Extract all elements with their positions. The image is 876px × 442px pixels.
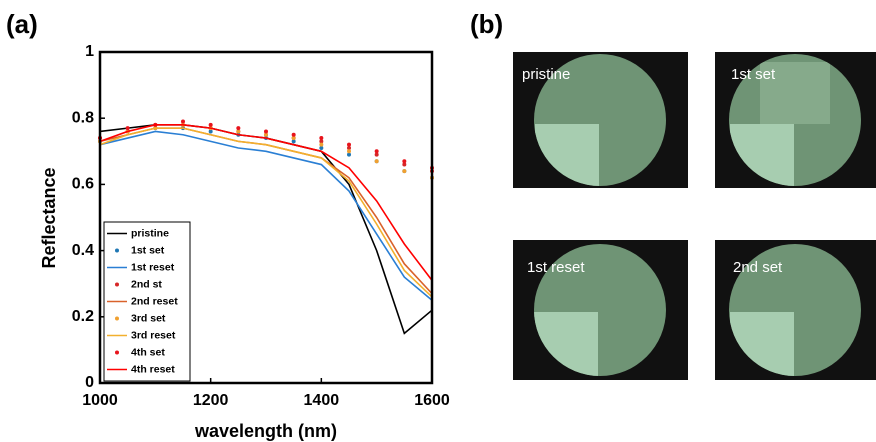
data-point bbox=[208, 122, 213, 127]
panel-label: (a) bbox=[6, 9, 38, 39]
legend-label: 1st set bbox=[131, 244, 165, 256]
x-tick-label: 1400 bbox=[304, 392, 340, 409]
legend-marker bbox=[115, 248, 119, 253]
legend-label: 4th set bbox=[131, 346, 165, 358]
data-point bbox=[374, 149, 379, 154]
y-tick-label: 1 bbox=[85, 43, 94, 60]
image-label: 1st reset bbox=[527, 259, 585, 276]
y-tick-label: 0.6 bbox=[72, 176, 94, 193]
data-point bbox=[291, 136, 296, 141]
legend-label: 3rd reset bbox=[131, 329, 176, 341]
data-point bbox=[291, 139, 296, 144]
micrograph: pristine bbox=[513, 52, 688, 188]
panel-label: (b) bbox=[470, 9, 503, 39]
image-label: 1st set bbox=[731, 66, 776, 83]
y-tick-label: 0.4 bbox=[72, 242, 94, 259]
data-point bbox=[374, 159, 379, 164]
y-tick-label: 0.2 bbox=[72, 308, 94, 325]
y-tick-label: 0 bbox=[85, 374, 94, 391]
data-point bbox=[236, 129, 241, 134]
legend-label: 2nd reset bbox=[131, 295, 178, 307]
image-label: 2nd set bbox=[733, 259, 783, 276]
x-tick-label: 1000 bbox=[82, 392, 118, 409]
data-point bbox=[347, 142, 351, 147]
data-point bbox=[319, 142, 324, 147]
legend-label: 3rd set bbox=[131, 312, 166, 324]
data-line bbox=[99, 130, 433, 301]
data-point bbox=[208, 129, 213, 134]
y-tick-label: 0.8 bbox=[72, 109, 94, 126]
image-panel: pristine 1st set 1st reset 2nd set bbox=[513, 52, 876, 380]
data-point bbox=[291, 132, 296, 137]
data-point bbox=[374, 152, 379, 157]
data-point bbox=[319, 139, 324, 144]
micrograph: 1st set bbox=[715, 52, 876, 188]
x-axis-label: wavelength (nm) bbox=[194, 421, 337, 441]
data-point bbox=[236, 126, 241, 131]
data-point bbox=[402, 162, 407, 167]
data-point bbox=[347, 152, 351, 157]
data-point bbox=[264, 132, 268, 137]
data-point bbox=[181, 119, 185, 124]
data-point bbox=[347, 145, 351, 150]
data-line bbox=[99, 124, 433, 281]
legend-label: 4th reset bbox=[131, 363, 175, 375]
micrograph: 1st reset bbox=[513, 240, 688, 380]
data-point bbox=[402, 159, 407, 164]
data-line bbox=[99, 127, 433, 298]
legend-label: 1st reset bbox=[131, 261, 175, 273]
x-tick-label: 1200 bbox=[193, 392, 229, 409]
y-axis-label: Reflectance bbox=[39, 167, 59, 268]
x-tick-label: 1600 bbox=[414, 392, 450, 409]
data-point bbox=[264, 129, 268, 134]
legend-label: 2nd st bbox=[131, 278, 162, 290]
legend-marker bbox=[115, 282, 119, 287]
data-point bbox=[402, 169, 407, 174]
legend-label: pristine bbox=[131, 227, 169, 239]
plot-frame bbox=[98, 50, 434, 385]
data-point bbox=[319, 136, 324, 141]
legend-marker bbox=[115, 350, 119, 355]
data-point bbox=[125, 126, 130, 131]
micrograph: 2nd set bbox=[715, 240, 876, 380]
data-point bbox=[347, 149, 351, 154]
data-point bbox=[319, 145, 324, 150]
legend-marker bbox=[115, 316, 119, 321]
image-label: pristine bbox=[522, 66, 570, 83]
